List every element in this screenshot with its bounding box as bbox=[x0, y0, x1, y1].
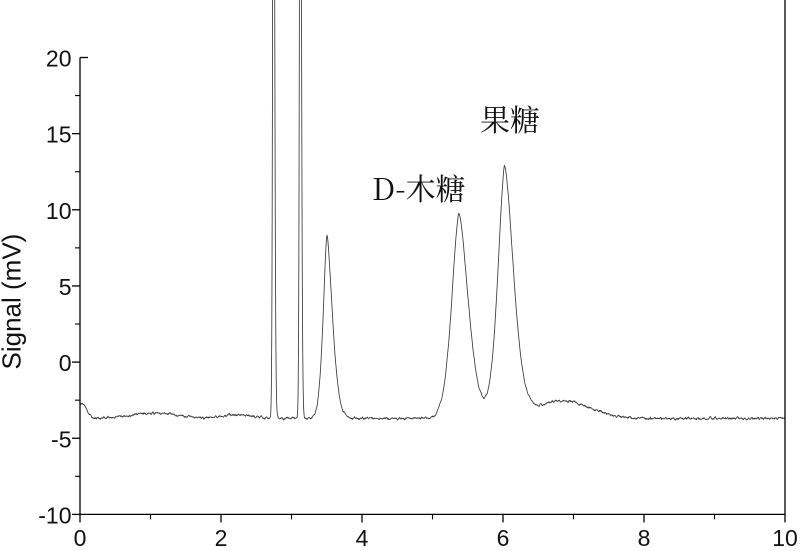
svg-text:2: 2 bbox=[215, 525, 228, 551]
svg-text:0: 0 bbox=[74, 525, 87, 551]
svg-text:-5: -5 bbox=[51, 426, 71, 452]
svg-text:5: 5 bbox=[59, 274, 72, 300]
svg-text:0: 0 bbox=[59, 350, 72, 376]
svg-text:10: 10 bbox=[772, 525, 798, 551]
svg-text:15: 15 bbox=[46, 122, 72, 148]
svg-text:8: 8 bbox=[638, 525, 651, 551]
svg-text:4: 4 bbox=[356, 525, 369, 551]
svg-text:10: 10 bbox=[46, 198, 72, 224]
svg-text:20: 20 bbox=[46, 46, 72, 72]
svg-text:6: 6 bbox=[497, 525, 510, 551]
svg-text:-10: -10 bbox=[38, 502, 71, 528]
